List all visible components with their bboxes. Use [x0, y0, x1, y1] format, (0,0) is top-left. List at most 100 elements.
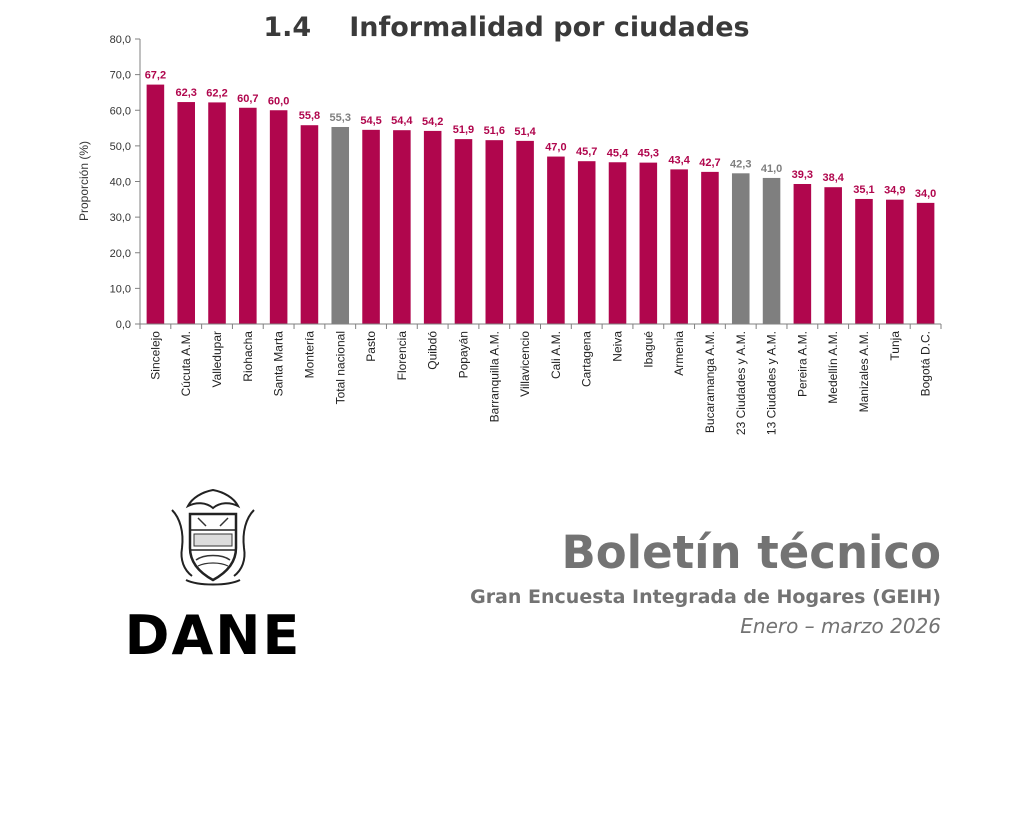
bar: [393, 130, 411, 324]
x-tick-label: Bogotá D.C.: [919, 331, 933, 396]
value-label: 39,3: [792, 169, 813, 181]
y-tick-label: 40,0: [110, 177, 131, 189]
x-tick-label: 13 Ciudades y A.M.: [765, 331, 779, 435]
value-label: 54,5: [360, 115, 381, 127]
bar: [547, 156, 565, 324]
bar: [362, 129, 380, 324]
y-tick-label: 20,0: [110, 248, 131, 260]
value-label: 45,7: [576, 146, 597, 158]
bar: [177, 102, 195, 325]
bar: [731, 173, 750, 324]
x-tick-label: Total nacional: [333, 331, 347, 404]
bar: [577, 161, 596, 324]
informality-bar-chart: 0,0 10,0 20,0 30,0 40,0 50,0 60,0 70,0 80,0 Prop…: [77, 34, 942, 435]
y-tick-label: 50,0: [110, 141, 131, 153]
coat-of-arms-icon: [171, 488, 255, 586]
y-tick-label: 60,0: [110, 105, 131, 117]
value-label: 45,3: [638, 148, 659, 160]
bar: [916, 202, 935, 324]
bar: [269, 110, 288, 324]
x-tick-label: Ibagué: [641, 331, 655, 368]
y-axis-label: Proporción (%): [77, 141, 91, 221]
bar: [824, 187, 842, 324]
bar: [516, 140, 534, 324]
x-tick-label: Riohacha: [241, 331, 255, 382]
y-tick-label: 70,0: [110, 70, 131, 82]
x-tick-label: Armenia: [672, 331, 686, 376]
bar: [886, 199, 904, 324]
bar: [331, 126, 350, 325]
value-label: 41,0: [761, 163, 782, 175]
x-tick-label: 23 Ciudades y A.M.: [734, 331, 748, 435]
bar: [485, 140, 504, 324]
bar: [701, 171, 719, 324]
value-label: 60,7: [237, 93, 258, 105]
y-axis: 0,0 10,0 20,0 30,0 40,0 50,0 60,0 70,0 80,0: [110, 34, 141, 331]
x-tick-label: Montería: [302, 331, 316, 379]
x-tick-label: Neiva: [611, 331, 625, 362]
value-label: 47,0: [545, 142, 566, 154]
value-label: 51,6: [484, 125, 505, 137]
publication-title: Boletín técnico: [561, 526, 941, 579]
x-tick-label: Medellín A.M.: [826, 331, 840, 404]
value-label: 51,9: [453, 124, 474, 136]
publication-period: Enero – marzo 2026: [740, 613, 941, 638]
bar: [454, 139, 473, 324]
x-tick-label: Barranquilla A.M.: [487, 331, 501, 422]
x-tick-label: Cali A.M.: [549, 331, 563, 379]
y-tick-label: 30,0: [110, 212, 131, 224]
section-number: 1.4: [263, 12, 312, 43]
value-label: 34,9: [884, 185, 905, 197]
x-tick-label: Pasto: [364, 331, 378, 362]
bar: [670, 169, 688, 324]
x-tick-label: Popayán: [456, 331, 470, 378]
bar: [300, 125, 319, 325]
value-label: 34,0: [915, 188, 936, 200]
value-label: 35,1: [853, 184, 874, 196]
bar: [639, 162, 658, 324]
bar: [423, 130, 442, 324]
y-tick-label: 10,0: [110, 283, 131, 295]
bar: [608, 162, 627, 324]
value-label: 60,0: [268, 95, 289, 107]
x-tick-label: Florencia: [395, 331, 409, 381]
x-tick-label: Cúcuta A.M.: [179, 331, 193, 396]
dane-wordmark: DANE: [124, 604, 302, 667]
value-label: 67,2: [145, 70, 166, 82]
bar: [146, 84, 165, 324]
value-label: 45,4: [607, 147, 629, 159]
bar: [239, 107, 257, 324]
value-label: 54,4: [391, 115, 413, 127]
y-tick-label: 0,0: [116, 319, 131, 331]
bar: [208, 102, 226, 324]
x-tick-label: Pereira A.M.: [795, 331, 809, 397]
x-tick-label: Manizales A.M.: [857, 331, 871, 412]
value-label: 62,3: [176, 87, 197, 99]
value-label: 55,3: [330, 112, 351, 124]
value-label: 43,4: [668, 154, 690, 166]
x-tick-label: Quibdó: [426, 331, 440, 370]
y-tick-label: 80,0: [110, 34, 131, 46]
value-label: 54,2: [422, 116, 443, 128]
section-title: Informalidad por ciudades: [349, 12, 750, 43]
value-label: 42,7: [699, 157, 720, 169]
bar: [762, 177, 781, 324]
value-label: 55,8: [299, 110, 320, 122]
dane-logo: DANE: [118, 488, 308, 668]
bar: [855, 198, 873, 324]
x-tick-label: Santa Marta: [272, 331, 286, 397]
value-label: 38,4: [822, 172, 844, 184]
x-tick-label: Villavicencio: [518, 331, 532, 397]
x-tick-label: Sincelejo: [148, 331, 162, 380]
x-tick-labels-group: Sincelejo Cúcuta A.M. Valledupar Riohacha Sa…: [139, 324, 942, 435]
bars-group: [146, 84, 935, 325]
page-title: 1.4 Informalidad por ciudades: [0, 12, 1013, 43]
x-tick-label: Tunja: [888, 331, 902, 361]
value-label: 62,2: [206, 87, 227, 99]
value-label: 51,4: [514, 126, 536, 138]
publication-subtitle: Gran Encuesta Integrada de Hogares (GEIH…: [470, 585, 941, 608]
x-tick-label: Valledupar: [210, 331, 224, 387]
publication-header: Boletín técnico Gran Encuesta Integrada …: [470, 528, 941, 638]
x-tick-label: Bucaramanga A.M.: [703, 331, 717, 433]
x-tick-label: Cartagena: [580, 331, 594, 387]
